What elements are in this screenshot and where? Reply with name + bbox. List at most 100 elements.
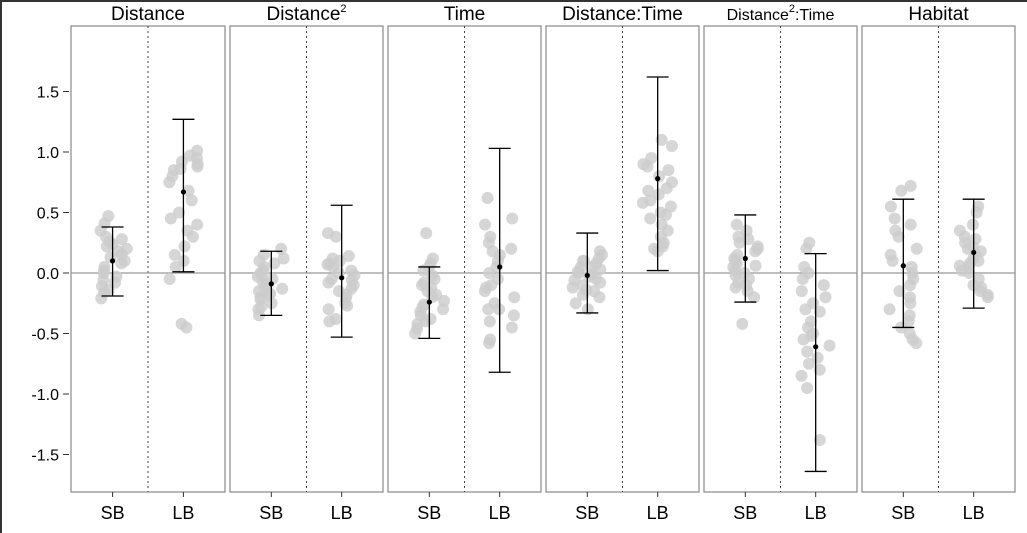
data-point xyxy=(803,357,816,370)
facet-panel: Distance2 SB LB xyxy=(229,3,384,523)
data-point xyxy=(819,291,832,304)
data-point xyxy=(801,345,814,358)
data-point xyxy=(100,240,113,253)
data-point xyxy=(322,303,335,316)
data-point xyxy=(263,288,276,301)
data-point xyxy=(970,206,983,219)
data-point xyxy=(416,300,429,313)
x-tick-label: SB xyxy=(733,503,757,523)
mean-point xyxy=(900,263,906,269)
data-point xyxy=(163,273,176,286)
data-point xyxy=(652,188,665,201)
data-point xyxy=(276,282,289,295)
y-tick-label: -1.0 xyxy=(31,387,59,404)
group-lb: LB xyxy=(163,118,204,523)
data-point xyxy=(174,162,187,175)
group-sb: SB xyxy=(251,242,290,523)
x-tick-label: LB xyxy=(489,503,511,523)
x-tick-label: SB xyxy=(101,503,125,523)
panel-title-text: Time xyxy=(444,4,486,25)
x-tick-label: SB xyxy=(575,503,599,523)
data-point xyxy=(342,250,355,263)
data-point xyxy=(322,276,335,289)
group-sb: SB xyxy=(94,210,133,523)
panel-title: Distance:Time xyxy=(562,4,683,25)
x-tick-label: SB xyxy=(417,503,441,523)
y-axis: -1.5 -1.0 -0.5 0.0 0.5 1.0 1.5 xyxy=(31,85,69,465)
panel-title: Distance2:Time xyxy=(727,3,835,24)
data-point xyxy=(969,233,982,246)
data-point xyxy=(884,200,897,213)
group-sb: SB xyxy=(883,179,923,523)
data-point xyxy=(813,433,826,446)
data-point xyxy=(795,285,808,298)
data-point xyxy=(323,315,336,328)
data-point xyxy=(749,259,762,272)
data-point xyxy=(424,312,437,325)
group-lb: LB xyxy=(795,236,836,523)
data-point xyxy=(805,329,818,342)
data-point xyxy=(115,233,128,246)
data-point xyxy=(341,299,354,312)
data-point xyxy=(749,245,762,258)
x-tick-label: SB xyxy=(891,503,915,523)
panel-title-text: Habitat xyxy=(908,4,969,25)
x-tick-label: SB xyxy=(259,503,283,523)
data-point xyxy=(884,248,897,261)
data-point xyxy=(888,212,901,225)
data-point xyxy=(191,160,204,173)
data-point xyxy=(481,191,494,204)
x-tick-label: LB xyxy=(963,503,985,523)
data-point xyxy=(953,259,966,272)
data-point xyxy=(730,218,743,231)
data-point xyxy=(178,240,191,253)
facet-panel: Distance2:Time SB LB xyxy=(703,3,858,523)
x-tick-label: LB xyxy=(172,503,194,523)
data-point xyxy=(572,267,585,279)
data-point xyxy=(186,230,199,243)
data-point xyxy=(251,270,264,283)
panel-title: Distance2 xyxy=(266,3,346,25)
data-point xyxy=(801,381,814,394)
data-point xyxy=(895,184,908,197)
data-point xyxy=(963,267,976,279)
data-point xyxy=(505,321,518,334)
data-point xyxy=(641,160,654,173)
data-point xyxy=(742,233,755,246)
data-point xyxy=(910,242,923,255)
panel-title-superscript: 2 xyxy=(340,3,346,15)
group-sb: SB xyxy=(727,214,764,523)
mean-point xyxy=(268,281,274,287)
panel-title: Time xyxy=(444,4,486,25)
panel-title-text: Distance xyxy=(727,7,789,24)
data-point xyxy=(736,317,749,330)
data-point xyxy=(665,139,678,152)
group-lb: LB xyxy=(478,147,521,523)
facet-panel: Habitat SB LB xyxy=(861,4,1016,523)
data-point xyxy=(185,194,198,207)
data-point xyxy=(482,303,495,316)
data-point xyxy=(480,281,493,294)
data-point xyxy=(169,260,182,273)
data-point xyxy=(479,218,492,231)
group-lb: LB xyxy=(636,76,678,523)
mean-point xyxy=(109,258,116,264)
data-point xyxy=(662,164,675,177)
data-point xyxy=(102,210,115,223)
data-point xyxy=(329,230,342,243)
data-point xyxy=(655,133,668,146)
data-point xyxy=(580,283,593,296)
mean-point xyxy=(180,189,187,195)
group-lb: LB xyxy=(953,198,994,523)
data-point xyxy=(483,337,496,350)
data-point xyxy=(904,179,917,192)
data-point xyxy=(644,212,657,225)
panel-title-superscript: 2 xyxy=(789,3,795,15)
y-tick-label: 1.5 xyxy=(37,85,59,102)
panel-title-suffix: :Time xyxy=(795,7,835,24)
data-point xyxy=(437,303,450,316)
data-point xyxy=(277,252,290,265)
panel-title-text: Distance:Time xyxy=(562,4,683,25)
